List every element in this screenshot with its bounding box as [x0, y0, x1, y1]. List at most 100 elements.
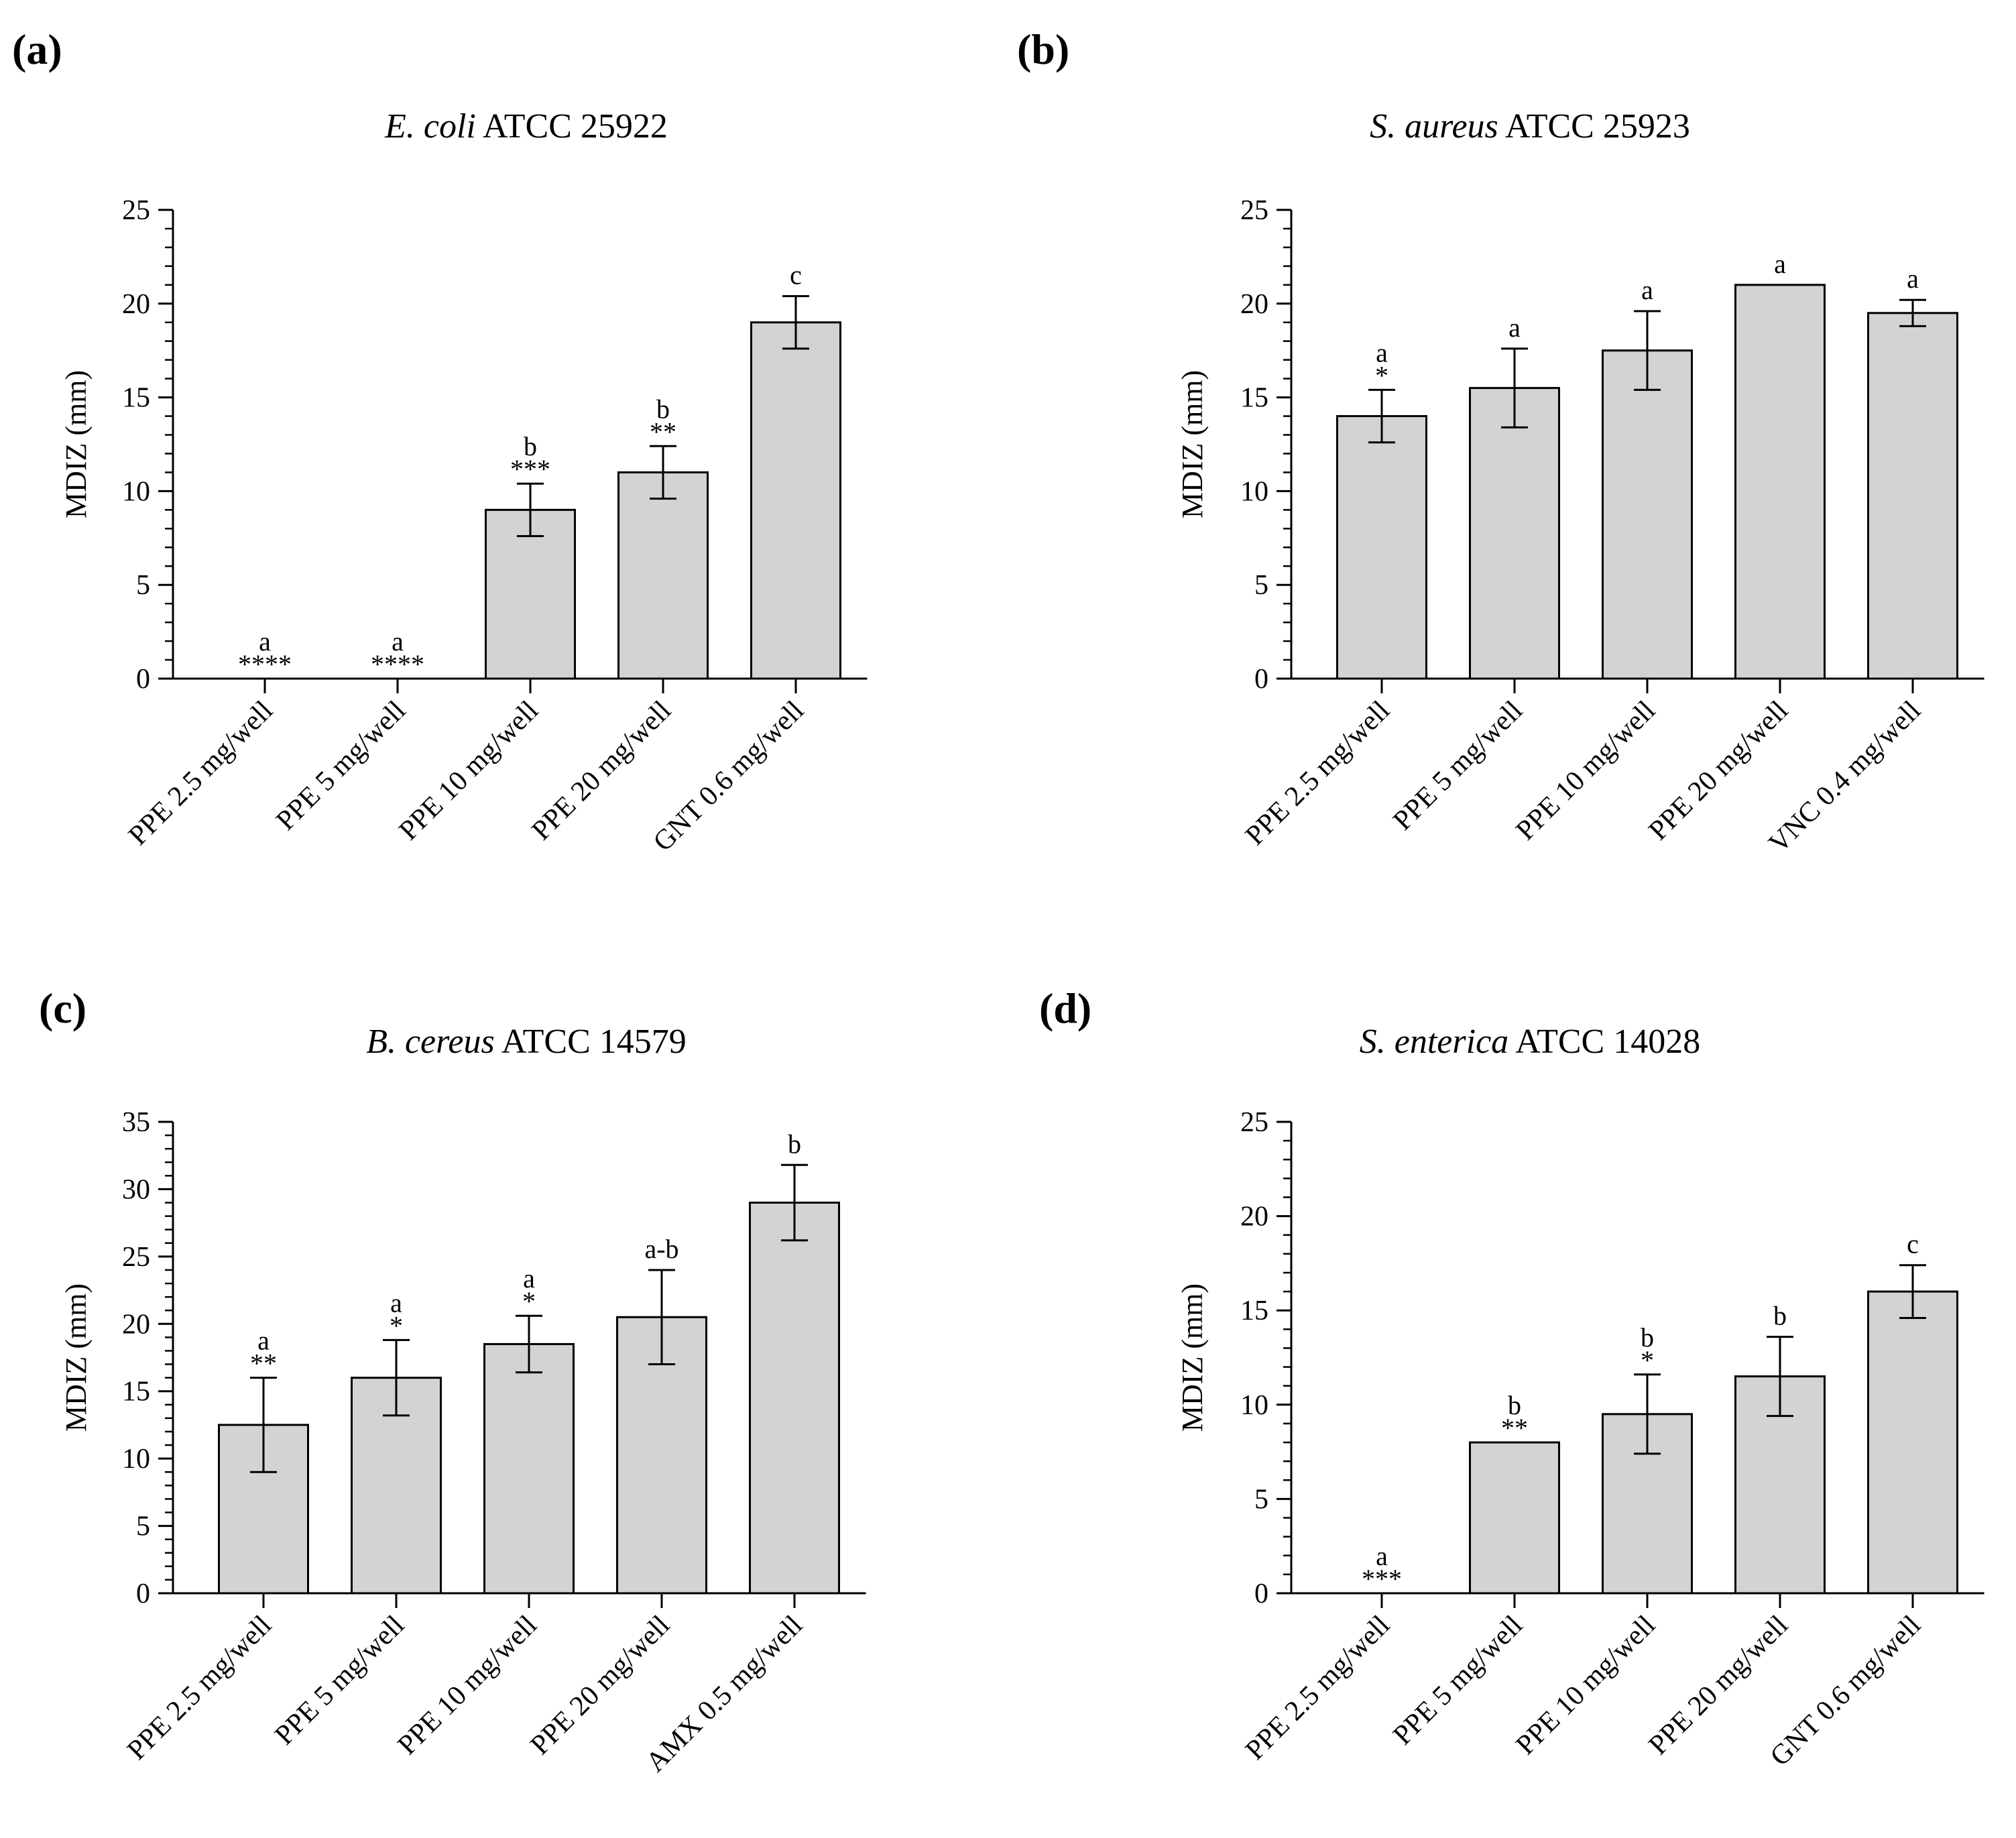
y-tick-label: 10 — [1240, 476, 1268, 507]
y-tick-label: 10 — [122, 476, 150, 507]
chart-panel-1: (a) E. coli ATCC 25922 0 5 10 15 20 25 MDIZ (mm)… — [12, 25, 868, 858]
group-letter-label: a — [1376, 337, 1388, 367]
group-letter-label: b — [1773, 1301, 1787, 1331]
y-tick-label: 25 — [122, 1242, 150, 1273]
y-tick-label: 25 — [1240, 195, 1268, 226]
group-letter-label: b — [788, 1129, 801, 1159]
group-letter-label: a — [1376, 1541, 1388, 1571]
significance-label: *** — [1362, 1564, 1402, 1594]
bar — [1469, 387, 1560, 680]
chart-title: S. enterica ATCC 14028 — [1360, 1023, 1700, 1061]
significance-label: * — [1641, 1345, 1654, 1375]
bar — [483, 1342, 575, 1595]
y-tick-label: 25 — [122, 195, 150, 226]
significance-label: * — [522, 1286, 536, 1316]
y-tick-label: 20 — [1240, 1202, 1268, 1232]
y-tick-label: 35 — [122, 1107, 150, 1138]
bar — [1602, 349, 1693, 680]
significance-label: ** — [650, 416, 676, 447]
x-tick-label: PPE 20 mg/well — [1643, 695, 1794, 847]
group-letter-label: a-b — [644, 1234, 678, 1264]
bar — [617, 471, 709, 680]
chart-title: B. cereus ATCC 14579 — [366, 1023, 687, 1061]
y-tick-label: 10 — [1240, 1390, 1268, 1421]
x-tick-label: PPE 20 mg/well — [524, 1610, 676, 1762]
y-axis-label: MDIZ (mm) — [60, 1283, 93, 1432]
bar — [1469, 1441, 1560, 1595]
group-letter-label: a — [390, 1287, 402, 1318]
group-letter-label: b — [1641, 1322, 1654, 1353]
y-axis-label: MDIZ (mm) — [60, 370, 93, 518]
bar — [1734, 284, 1826, 680]
group-letter-label: a — [1641, 275, 1653, 305]
significance-label: **** — [238, 649, 292, 679]
x-tick-label: PPE 20 mg/well — [526, 695, 677, 847]
x-tick-label: PPE 5 mg/well — [269, 1610, 410, 1751]
bar — [749, 1202, 840, 1595]
y-tick-label: 20 — [122, 1309, 150, 1340]
y-tick-label: 0 — [136, 664, 150, 695]
bar — [1867, 312, 1958, 680]
y-tick-label: 0 — [136, 1578, 150, 1609]
bar — [1867, 1290, 1958, 1595]
y-tick-label: 10 — [122, 1444, 150, 1475]
x-tick-label: PPE 10 mg/well — [1510, 1610, 1661, 1762]
y-tick-label: 5 — [136, 1511, 150, 1542]
y-tick-label: 15 — [1240, 1296, 1268, 1326]
y-tick-label: 25 — [1240, 1107, 1268, 1138]
group-letter-label: b — [1508, 1390, 1521, 1420]
bar — [485, 508, 576, 680]
x-tick-label: PPE 2.5 mg/well — [1240, 1610, 1396, 1766]
chart-title-italic: B. cereus — [366, 1023, 495, 1061]
chart-title-rest: ATCC 25922 — [476, 107, 668, 146]
x-tick-label: PPE 10 mg/well — [1510, 695, 1661, 847]
y-tick-label: 20 — [1240, 289, 1268, 320]
group-letter-label: a — [259, 626, 271, 656]
significance-label: *** — [510, 454, 550, 484]
chart-panel-4: (d) S. enterica ATCC 14028 0 5 10 15 20 25 MDIZ … — [1039, 984, 1984, 1772]
group-letter-label: c — [790, 260, 802, 290]
y-tick-label: 20 — [122, 289, 150, 320]
chart-panel-2: (b) S. aureus ATCC 25923 0 5 10 15 20 25 MDIZ (m… — [1017, 25, 1984, 859]
group-letter-label: a — [1907, 264, 1919, 294]
panel-letter: (d) — [1039, 984, 1091, 1032]
y-tick-label: 15 — [122, 1377, 150, 1408]
x-tick-label: PPE 10 mg/well — [392, 1610, 543, 1762]
significance-label: * — [390, 1310, 403, 1340]
significance-label: ** — [250, 1348, 277, 1379]
group-letter-label: a — [523, 1263, 535, 1294]
y-tick-label: 0 — [1254, 1578, 1268, 1609]
group-letter-label: a — [257, 1326, 270, 1356]
group-letter-label: b — [524, 431, 537, 461]
group-letter-label: a — [1508, 312, 1521, 343]
chart-title-italic: E. coli — [384, 107, 476, 146]
bar — [750, 321, 841, 680]
x-tick-label: PPE 2.5 mg/well — [123, 695, 279, 852]
y-tick-label: 5 — [1254, 570, 1268, 601]
group-letter-label: b — [656, 394, 670, 424]
y-axis-label: MDIZ (mm) — [1176, 1283, 1209, 1432]
x-tick-label: PPE 2.5 mg/well — [121, 1610, 278, 1766]
chart-title-rest: ATCC 25923 — [1498, 107, 1690, 146]
panel-letter: (c) — [39, 984, 86, 1032]
x-tick-label: PPE 2.5 mg/well — [1240, 695, 1396, 852]
bar — [1336, 415, 1427, 680]
y-tick-label: 30 — [122, 1174, 150, 1205]
group-letter-label: a — [392, 626, 404, 656]
significance-label: **** — [371, 649, 424, 679]
chart-title-rest: ATCC 14579 — [495, 1023, 687, 1061]
panel-letter: (a) — [12, 25, 62, 73]
x-tick-label: PPE 5 mg/well — [1387, 1610, 1529, 1751]
x-tick-label: PPE 10 mg/well — [393, 695, 544, 847]
panel-letter: (b) — [1017, 25, 1069, 73]
y-tick-label: 15 — [1240, 383, 1268, 414]
group-letter-label: c — [1907, 1229, 1919, 1259]
significance-label: * — [1375, 360, 1388, 390]
x-tick-label: PPE 5 mg/well — [270, 695, 412, 837]
x-tick-label: PPE 20 mg/well — [1643, 1610, 1794, 1762]
significance-label: ** — [1501, 1413, 1528, 1443]
chart-panel-3: (c) B. cereus ATCC 14579 0 5 10 15 20 25 30 35 MDI… — [39, 984, 866, 1778]
chart-title: S. aureus ATCC 25923 — [1370, 107, 1690, 146]
chart-title-italic: S. aureus — [1370, 107, 1498, 146]
y-tick-label: 5 — [136, 570, 150, 601]
